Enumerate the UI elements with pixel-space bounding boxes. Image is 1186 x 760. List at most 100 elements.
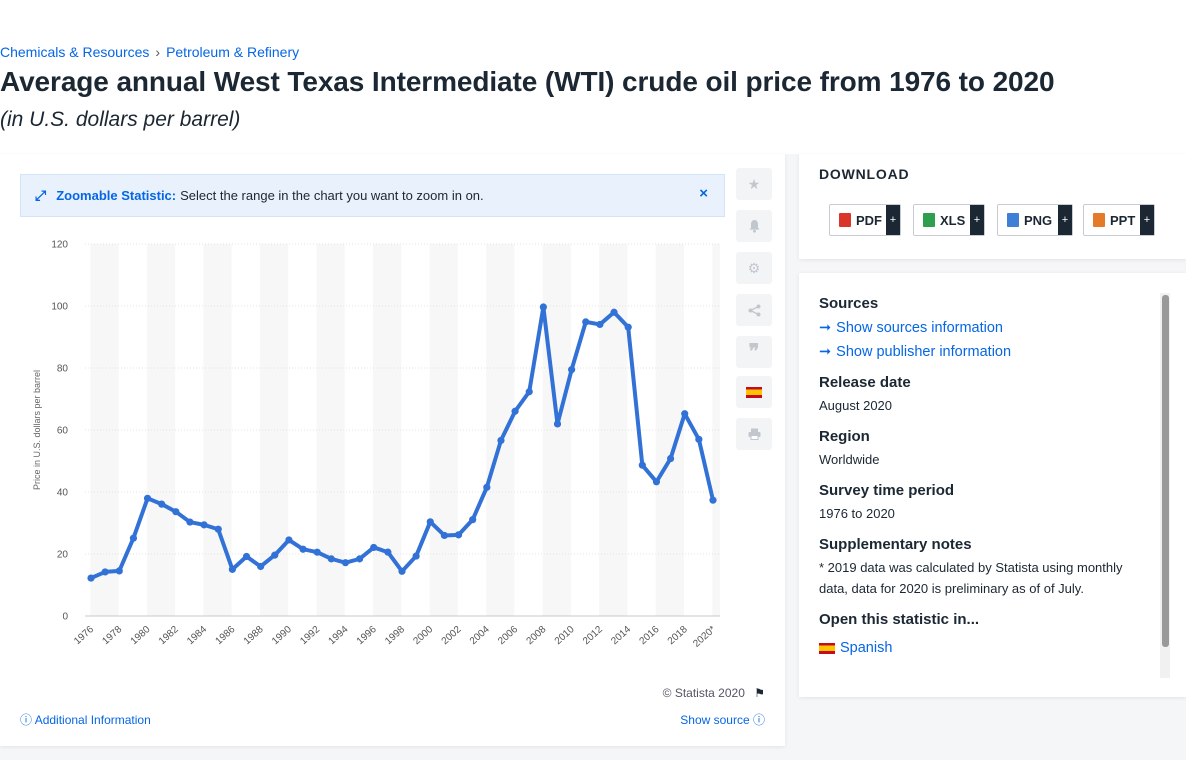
region-value: Worldwide — [819, 452, 880, 467]
data-point — [709, 496, 717, 504]
x-tick-label: 2002 — [440, 624, 464, 647]
chart-band — [429, 244, 458, 616]
download-png-button[interactable]: PNG + — [997, 204, 1073, 236]
data-point — [242, 552, 251, 561]
supplementary-notes-heading: Supplementary notes — [819, 536, 972, 553]
x-tick-label: 1984 — [185, 624, 209, 647]
ppt-file-icon — [1093, 213, 1105, 227]
data-point — [341, 559, 350, 567]
data-point — [440, 531, 449, 540]
download-xls-button[interactable]: XLS + — [913, 204, 985, 236]
data-point — [101, 568, 109, 576]
x-tick-label: 2006 — [496, 624, 520, 647]
chart-band — [712, 244, 720, 616]
data-point — [158, 500, 166, 508]
breadcrumb-separator: › — [155, 44, 161, 60]
data-point — [257, 562, 265, 571]
download-ppt-button[interactable]: PPT + — [1083, 204, 1155, 236]
plus-icon: + — [1058, 205, 1072, 235]
data-point — [313, 548, 321, 556]
data-point — [469, 516, 477, 524]
data-point — [129, 534, 138, 542]
data-point — [652, 478, 661, 486]
breadcrumb-link-chemicals[interactable]: Chemicals & Resources — [0, 44, 150, 60]
breadcrumb: Chemicals & Resources › Petroleum & Refi… — [0, 44, 299, 60]
y-tick-label: 120 — [51, 240, 68, 251]
show-source-label: Show source — [680, 713, 750, 727]
favorite-button[interactable]: ★ — [736, 168, 772, 200]
x-tick-label: 1996 — [355, 624, 379, 647]
close-icon[interactable]: × — [699, 185, 708, 202]
data-point — [398, 567, 406, 575]
x-tick-label: 2004 — [468, 624, 492, 647]
download-pdf-button[interactable]: PDF + — [829, 204, 901, 236]
arrow-right-icon: ➞ — [819, 344, 832, 360]
data-point — [115, 567, 123, 575]
png-file-icon — [1007, 213, 1019, 227]
data-point — [553, 420, 562, 428]
copyright-notice: © Statista 2020 ⚑ — [663, 686, 765, 700]
zoom-banner-text: Select the range in the chart you want t… — [180, 188, 484, 203]
open-statistic-heading: Open this statistic in... — [819, 611, 980, 628]
language-button[interactable] — [736, 376, 772, 408]
additional-info-link[interactable]: ⓘ Additional Information — [20, 711, 151, 728]
x-tick-label: 1990 — [270, 624, 294, 647]
download-card: DOWNLOAD PDF + XLS + PNG + PPT + — [799, 154, 1186, 259]
plus-icon: + — [886, 205, 900, 235]
data-point — [426, 518, 434, 526]
settings-button[interactable]: ⚙ — [736, 252, 772, 284]
x-tick-label: 1980 — [129, 624, 153, 647]
page-subtitle: (in U.S. dollars per barrel) — [0, 108, 241, 131]
share-button[interactable] — [736, 294, 772, 326]
plus-icon: + — [1140, 205, 1154, 235]
download-title: DOWNLOAD — [819, 166, 910, 182]
data-point — [355, 555, 364, 563]
breadcrumb-link-petroleum[interactable]: Petroleum & Refinery — [166, 44, 300, 60]
chart-card: ⤢ Zoomable Statistic: Select the range i… — [0, 154, 785, 746]
print-button[interactable] — [736, 418, 772, 450]
notification-button[interactable] — [736, 210, 772, 242]
release-date-value: August 2020 — [819, 398, 893, 413]
quote-icon: ❞ — [748, 341, 760, 363]
x-tick-label: 2008 — [524, 624, 548, 647]
show-publisher-label: Show publisher information — [836, 344, 1012, 360]
x-tick-label: 1976 — [72, 624, 96, 647]
show-source-link[interactable]: Show source ⓘ — [680, 711, 765, 728]
sources-heading: Sources — [819, 295, 879, 312]
scrollbar-thumb[interactable] — [1162, 295, 1169, 647]
open-in-spanish-label: Spanish — [840, 640, 893, 656]
survey-period-value: 1976 to 2020 — [819, 506, 895, 521]
data-point — [271, 551, 279, 559]
x-tick-label: 2000 — [411, 624, 435, 647]
xls-file-icon — [923, 213, 935, 227]
x-axis-ticks: 1976 1978 1980 1982 1984 1986 1988 1990 1992 1994… — [72, 624, 718, 650]
y-axis-ticks: 0 20 40 60 80 100 120 — [51, 240, 68, 623]
data-point — [596, 320, 604, 329]
data-point — [624, 323, 632, 331]
show-sources-label: Show sources information — [836, 320, 1003, 336]
y-tick-label: 60 — [57, 426, 69, 437]
data-point — [200, 521, 208, 529]
y-tick-label: 100 — [51, 302, 68, 313]
flag-icon: ⚑ — [754, 686, 765, 700]
chart-gridlines — [85, 243, 720, 617]
show-sources-link[interactable]: ➞ Show sources information — [819, 316, 1149, 340]
share-icon — [748, 304, 760, 316]
data-point — [370, 543, 378, 552]
data-point — [610, 308, 618, 316]
show-publisher-link[interactable]: ➞ Show publisher information — [819, 340, 1149, 364]
open-in-spanish-link[interactable]: Spanish — [819, 636, 1149, 660]
cite-button[interactable]: ❞ — [736, 336, 772, 368]
line-chart[interactable]: 0 20 40 60 80 100 120 1976 1978 1980 1982 1984 1986… — [0, 224, 730, 664]
gear-icon: ⚙ — [747, 259, 761, 276]
supplementary-notes-value: * 2019 data was calculated by Statista u… — [819, 560, 1123, 596]
x-tick-label: 2014 — [609, 624, 633, 647]
x-tick-label: 2018 — [666, 624, 690, 647]
chart-band — [90, 244, 119, 616]
chart-series — [87, 303, 717, 582]
x-tick-label: 2020* — [691, 624, 718, 650]
data-point — [143, 494, 152, 502]
release-date-heading: Release date — [819, 374, 911, 391]
data-point — [511, 407, 519, 415]
survey-period-heading: Survey time period — [819, 482, 955, 499]
